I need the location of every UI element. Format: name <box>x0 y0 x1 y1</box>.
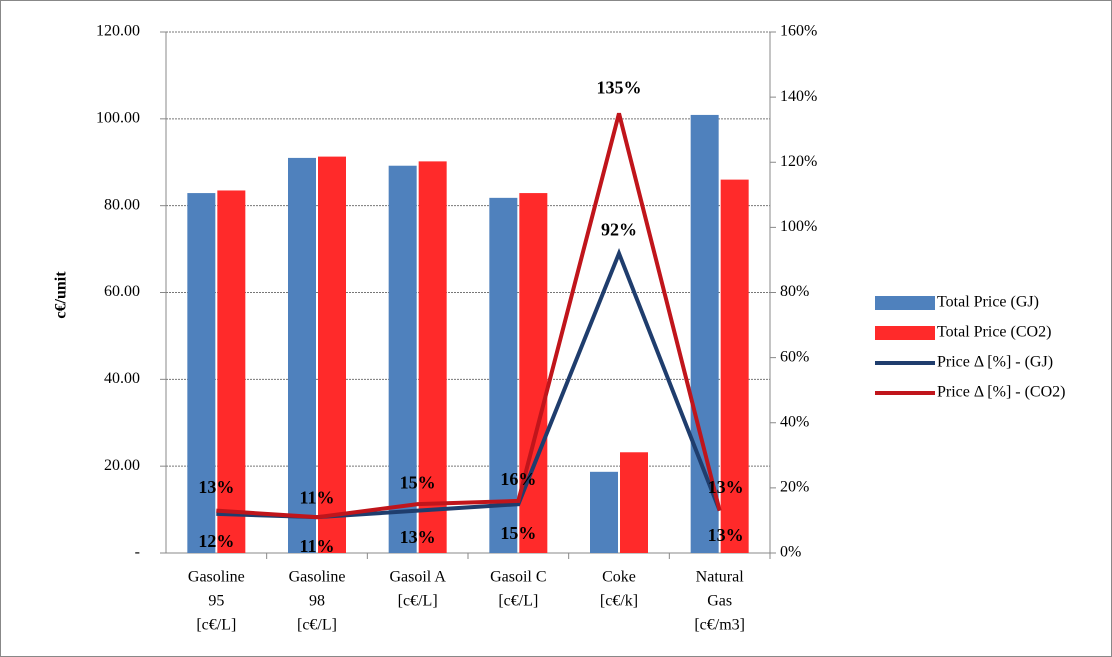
y-axis-title: c€/unit <box>53 271 70 319</box>
y2-tick-label: 100% <box>780 218 817 235</box>
bar <box>217 190 246 554</box>
x-tick-label: Gas <box>707 593 732 610</box>
legend-label: Total Price (CO2) <box>937 324 1051 341</box>
data-label: 135% <box>597 78 642 98</box>
x-tick-label: 98 <box>309 593 325 610</box>
x-tick-label: [c€/L] <box>196 617 236 634</box>
legend-swatch <box>875 326 935 340</box>
bar <box>418 161 447 554</box>
data-label: 15% <box>400 472 436 492</box>
y2-tick-label: 80% <box>780 283 809 300</box>
bar <box>388 165 417 553</box>
x-tick-label: [c€/L] <box>398 593 438 610</box>
x-tick-label: Natural <box>696 569 745 586</box>
y-tick-label: 100.00 <box>96 110 140 127</box>
bar <box>489 197 518 553</box>
data-label: 13% <box>198 477 234 497</box>
bar <box>519 193 548 553</box>
x-tick-label: Gasoil C <box>490 569 546 586</box>
y2-tick-label: 140% <box>780 88 817 105</box>
data-label: 92% <box>601 220 637 240</box>
y-tick-label: 60.00 <box>104 283 140 300</box>
bar <box>318 156 346 553</box>
legend-label: Total Price (GJ) <box>937 294 1039 311</box>
bar <box>620 452 648 553</box>
x-tick-label: Gasoline <box>188 569 245 586</box>
x-tick-label: 95 <box>208 593 224 610</box>
y-tick-label: - <box>135 544 140 561</box>
data-label: 12% <box>198 531 234 551</box>
x-tick-label: Gasoline <box>289 569 346 586</box>
x-tick-label: Coke <box>602 569 636 586</box>
y2-tick-label: 120% <box>780 153 817 170</box>
y-tick-label: 40.00 <box>104 370 140 387</box>
x-tick-label: [c€/m3] <box>694 617 745 634</box>
bar <box>720 179 749 553</box>
data-label: 13% <box>708 525 744 545</box>
y-tick-label: 80.00 <box>104 196 140 213</box>
bar <box>690 114 719 553</box>
x-tick-label: [c€/L] <box>498 593 538 610</box>
legend-swatch <box>875 296 935 310</box>
y2-tick-label: 0% <box>780 544 801 561</box>
y2-tick-label: 160% <box>780 23 817 40</box>
y-tick-label: 120.00 <box>96 23 140 40</box>
legend-label: Price Δ [%] - (GJ) <box>937 354 1053 371</box>
x-tick-label: Gasoil A <box>389 569 446 586</box>
y2-tick-label: 20% <box>780 479 809 496</box>
x-tick-label: [c€/k] <box>600 593 638 610</box>
data-label: 13% <box>708 477 744 497</box>
data-label: 13% <box>400 527 436 547</box>
x-tick-label: [c€/L] <box>297 617 337 634</box>
bar <box>590 471 618 553</box>
line-series <box>216 112 722 520</box>
legend-label: Price Δ [%] - (CO2) <box>937 384 1065 401</box>
data-label: 15% <box>500 523 536 543</box>
data-label: 11% <box>299 536 334 556</box>
y-tick-label: 20.00 <box>104 457 140 474</box>
y2-tick-label: 60% <box>780 348 809 365</box>
bar <box>187 193 216 553</box>
data-label: 11% <box>299 487 334 507</box>
data-label: 16% <box>500 469 536 489</box>
bar <box>288 157 316 554</box>
y2-tick-label: 40% <box>780 413 809 430</box>
